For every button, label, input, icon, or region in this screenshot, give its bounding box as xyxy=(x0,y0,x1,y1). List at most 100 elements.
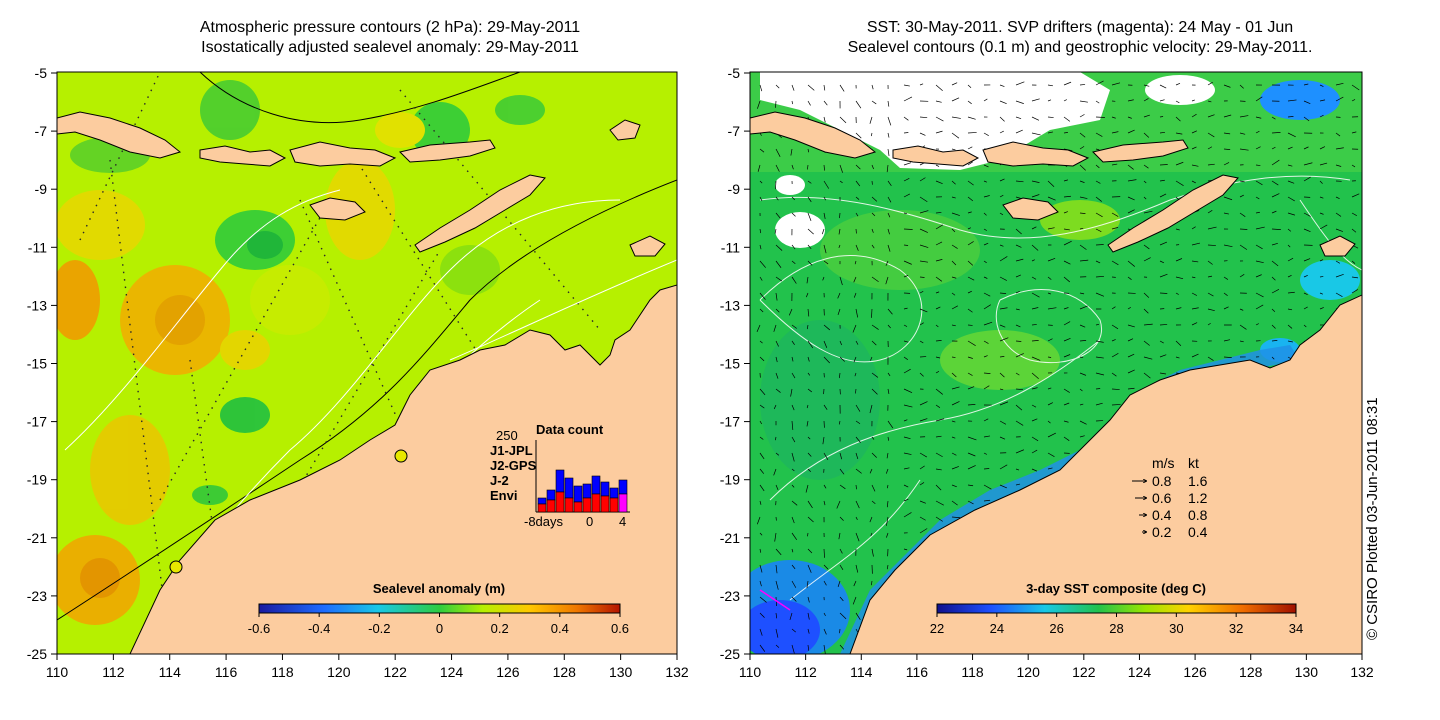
velocity-vector xyxy=(903,452,912,455)
velocity-vector xyxy=(919,372,924,377)
timor-island-right xyxy=(1107,174,1239,253)
velocity-vector xyxy=(1287,257,1294,262)
colorbar-tick-label: 0.2 xyxy=(491,621,509,636)
velocity-vector xyxy=(1095,402,1103,406)
velocity-vector xyxy=(1223,84,1231,88)
flores-island xyxy=(399,139,496,163)
velocity-vector xyxy=(1223,212,1230,215)
velocity-vector xyxy=(967,211,972,214)
velocity-vector xyxy=(887,484,889,489)
velocity-vector xyxy=(807,532,809,537)
velocity-vector xyxy=(1127,116,1132,119)
velocity-vector xyxy=(1143,210,1153,214)
velocity-vector xyxy=(775,484,779,491)
velocity-vector xyxy=(775,356,778,363)
velocity-vector xyxy=(1303,116,1310,122)
velocity-vector xyxy=(1159,324,1168,326)
velocity-vector xyxy=(807,84,815,91)
velocity-vector xyxy=(1031,194,1040,198)
velocity-vector xyxy=(887,116,892,126)
velocity-vector xyxy=(1351,212,1357,217)
velocity-vector xyxy=(1031,259,1035,262)
left-map-title-line2: Isostatically adjusted sealevel anomaly:… xyxy=(201,39,579,56)
velocity-vector xyxy=(1159,260,1165,264)
velocity-vector xyxy=(1143,308,1149,314)
velocity-vector xyxy=(903,116,909,121)
velocity-vector xyxy=(1223,356,1232,359)
velocity-vector xyxy=(823,580,827,586)
velocity-vector xyxy=(759,308,764,313)
velocity-vector xyxy=(806,324,809,330)
velocity-vector xyxy=(1335,96,1344,102)
velocity-vector xyxy=(1287,308,1293,311)
velocity-vector xyxy=(1271,356,1275,360)
velocity-vector xyxy=(855,436,861,443)
velocity-vector xyxy=(855,244,859,251)
velocity-vector xyxy=(1095,356,1104,359)
velocity-vector xyxy=(1351,131,1357,134)
velocity-vector xyxy=(1127,324,1135,328)
velocity-vector xyxy=(1079,403,1084,406)
velocity-vector xyxy=(1175,132,1183,135)
velocity-vector xyxy=(839,164,843,173)
velocity-vector xyxy=(1351,84,1360,91)
velocity-vector xyxy=(967,340,976,346)
velocity-vector xyxy=(775,212,781,219)
velocity-vector xyxy=(951,386,960,390)
velocity-vector xyxy=(1223,339,1231,342)
velocity-vector xyxy=(951,420,956,423)
velocity-vector xyxy=(886,516,889,526)
velocity-vector xyxy=(1351,164,1356,168)
velocity-vector xyxy=(903,212,908,215)
java-island xyxy=(57,111,182,159)
velocity-vector xyxy=(1031,116,1040,121)
velocity-vector xyxy=(1079,340,1087,342)
velocity-vector xyxy=(871,212,876,217)
velocity-vector xyxy=(871,84,874,90)
velocity-vector xyxy=(951,132,960,139)
right-land xyxy=(750,111,1362,654)
velocity-vector xyxy=(1015,449,1025,454)
velocity-vector xyxy=(983,484,992,490)
velocity-vector xyxy=(853,276,857,283)
velocity-vector xyxy=(983,418,989,422)
velocity-vector xyxy=(935,435,942,438)
sumba-island-right xyxy=(1002,197,1059,221)
velocity-vector xyxy=(983,242,989,246)
velocity-vector xyxy=(871,164,874,170)
velocity-vector xyxy=(1095,100,1100,104)
velocity-vector xyxy=(951,516,961,519)
velocity-vector xyxy=(1047,276,1052,280)
velocity-vector xyxy=(759,484,765,492)
velocity-vector xyxy=(1303,292,1308,296)
velocity-vector xyxy=(1191,99,1195,102)
velocity-vector xyxy=(791,628,796,633)
velocity-vector xyxy=(823,628,827,635)
java-island-right xyxy=(750,111,877,159)
velocity-vector xyxy=(791,468,795,472)
longitude-tick-label: 120 xyxy=(327,664,351,680)
velocity-vector xyxy=(791,564,796,570)
velocity-vector xyxy=(1159,340,1164,344)
velocity-vector xyxy=(1143,257,1151,262)
velocity-vector xyxy=(1223,132,1231,135)
velocity-vector xyxy=(854,260,857,265)
velocity-vector xyxy=(823,196,827,201)
velocity-vector xyxy=(887,388,890,395)
velocity-vector xyxy=(1031,276,1037,280)
latitude-tick-label: -5 xyxy=(728,65,741,81)
velocity-vector xyxy=(775,340,779,347)
data-count-bar-j1 xyxy=(600,481,610,497)
velocity-vector xyxy=(967,260,974,266)
velocity-vector xyxy=(999,276,1007,281)
colorbar-tick-label: -0.6 xyxy=(248,621,270,636)
velocity-vector xyxy=(1239,308,1244,311)
velocity-vector xyxy=(1191,260,1199,263)
velocity-vector xyxy=(775,196,779,201)
velocity-vector xyxy=(903,340,909,343)
velocity-vector xyxy=(1047,292,1051,295)
velocity-vector xyxy=(759,356,765,362)
velocity-vector xyxy=(791,340,795,346)
velocity-vector xyxy=(1159,372,1167,375)
velocity-vector xyxy=(1015,388,1024,391)
